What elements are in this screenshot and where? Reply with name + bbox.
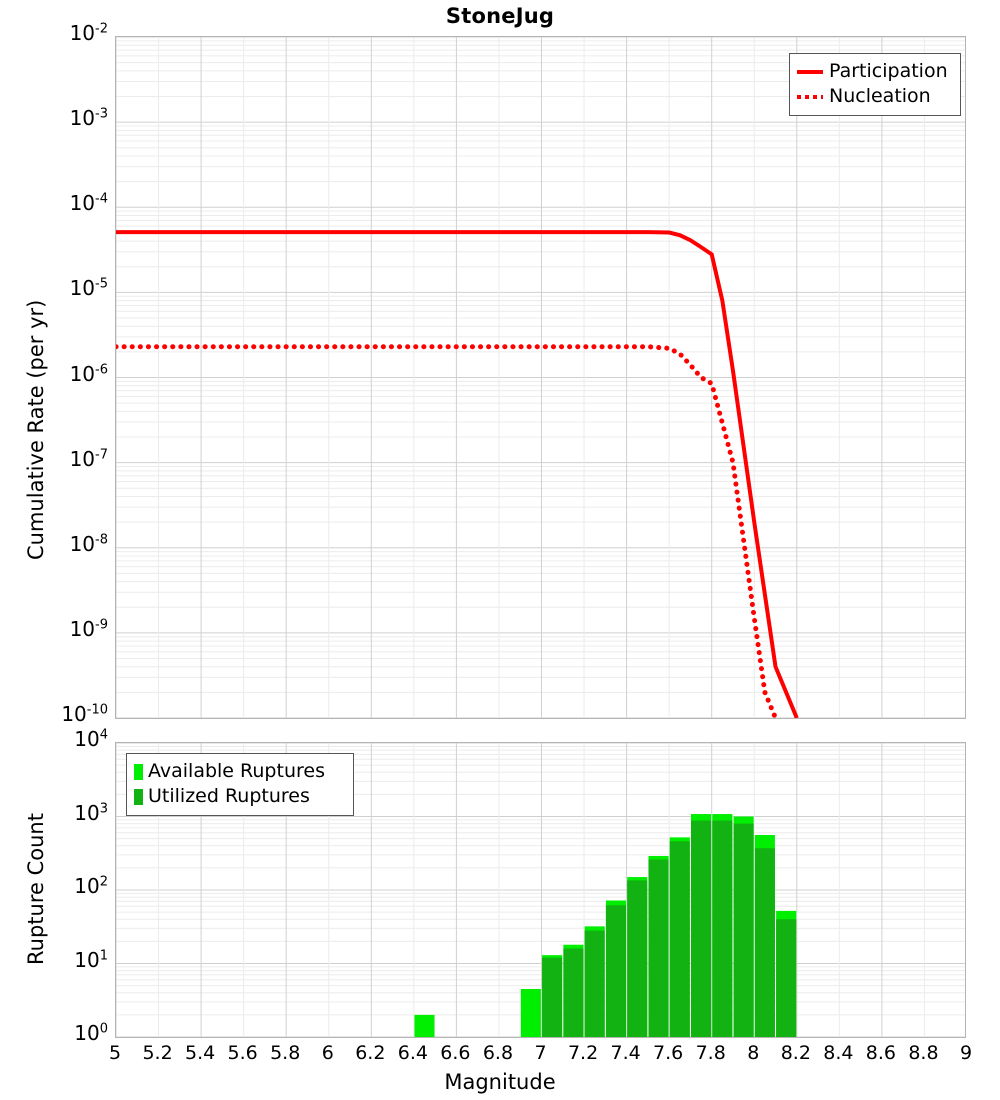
- x-tick-7: 7: [534, 1042, 547, 1064]
- rupture-count-legend: Available Ruptures Utilized Ruptures: [126, 753, 354, 816]
- x-tick-7.6: 7.6: [653, 1042, 684, 1064]
- x-tick-6.2: 6.2: [355, 1042, 386, 1064]
- legend-item-utilized-ruptures: Utilized Ruptures: [134, 784, 345, 809]
- x-tick-6.4: 6.4: [397, 1042, 428, 1064]
- bottom-y-tick-4: 104: [74, 727, 108, 751]
- x-tick-8: 8: [747, 1042, 760, 1064]
- top-y-tick--3: 10-3: [69, 106, 108, 131]
- x-tick-5.6: 5.6: [227, 1042, 258, 1064]
- cumulative-rate-svg: [116, 37, 965, 718]
- nucleation-dotted-line-icon: [797, 94, 823, 99]
- x-tick-8.8: 8.8: [908, 1042, 939, 1064]
- x-tick-5.2: 5.2: [142, 1042, 173, 1064]
- top-y-tick--10: 10-10: [61, 702, 108, 726]
- legend-label-nucleation: Nucleation: [829, 85, 931, 107]
- top-y-tick--9: 10-9: [69, 616, 108, 641]
- available-ruptures-swatch-icon: [134, 763, 143, 780]
- legend-item-nucleation: Nucleation: [797, 84, 952, 109]
- x-tick-6.8: 6.8: [482, 1042, 514, 1064]
- x-tick-5: 5: [108, 1042, 122, 1064]
- legend-label-utilized-ruptures: Utilized Ruptures: [148, 785, 310, 807]
- top-y-tick--5: 10-5: [69, 276, 108, 301]
- legend-label-participation: Participation: [829, 60, 948, 82]
- chart-title: StoneJug: [445, 4, 555, 28]
- x-tick-9: 9: [959, 1042, 973, 1064]
- x-tick-7.2: 7.2: [567, 1042, 599, 1064]
- top-y-tick--4: 10-4: [69, 191, 108, 216]
- legend-label-available-ruptures: Available Ruptures: [148, 760, 325, 782]
- x-axis-label: Magnitude: [444, 1070, 556, 1094]
- cumulative-rate-plot: [115, 36, 966, 719]
- x-tick-8.2: 8.2: [780, 1042, 811, 1064]
- x-tick-5.8: 5.8: [270, 1042, 301, 1064]
- cumulative-rate-legend: Participation Nucleation: [789, 53, 961, 116]
- x-tick-5.4: 5.4: [184, 1042, 216, 1064]
- bottom-y-tick-1: 101: [74, 947, 108, 972]
- x-tick-8.6: 8.6: [865, 1042, 896, 1064]
- bottom-y-tick-0: 100: [74, 1021, 108, 1045]
- top-y-tick--8: 10-8: [69, 531, 108, 556]
- top-y-tick--2: 10-2: [69, 21, 108, 45]
- bottom-y-tick-2: 102: [74, 874, 108, 898]
- x-tick-7.4: 7.4: [610, 1042, 641, 1064]
- x-tick-7.8: 7.8: [695, 1042, 726, 1064]
- x-tick-6.6: 6.6: [440, 1042, 471, 1064]
- bottom-y-tick-3: 103: [74, 800, 108, 825]
- utilized-ruptures-swatch-icon: [134, 788, 143, 805]
- top-y-tick--7: 10-7: [69, 446, 108, 471]
- legend-item-participation: Participation: [797, 59, 952, 84]
- legend-item-available-ruptures: Available Ruptures: [134, 759, 345, 784]
- x-tick-6: 6: [321, 1042, 334, 1064]
- x-tick-8.4: 8.4: [823, 1042, 854, 1064]
- top-y-axis-label: Cumulative Rate (per yr): [24, 299, 48, 560]
- participation-line-icon: [797, 69, 823, 74]
- top-y-tick--6: 10-6: [69, 361, 108, 386]
